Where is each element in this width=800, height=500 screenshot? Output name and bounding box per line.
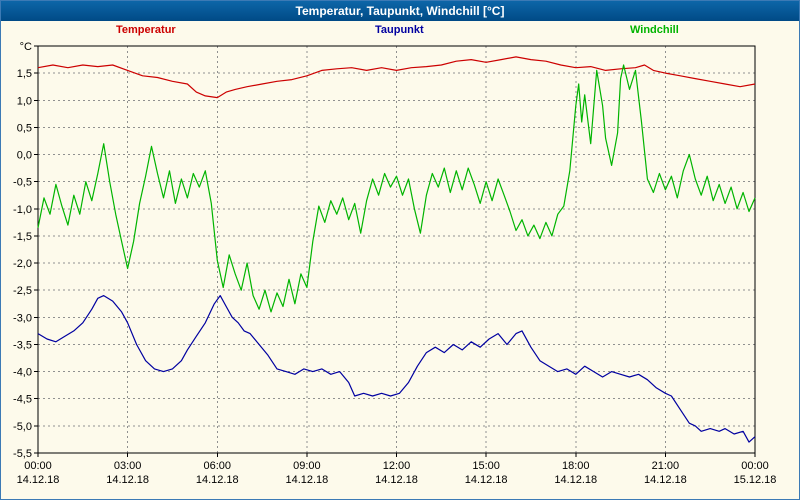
- x-tick-date-label: 14.12.18: [375, 474, 418, 486]
- x-tick-date-label: 14.12.18: [554, 474, 597, 486]
- x-tick-date-label: 14.12.18: [465, 474, 508, 486]
- window-title: Temperatur, Taupunkt, Windchill [°C]: [295, 4, 505, 18]
- y-tick-label: 1,5: [17, 68, 32, 80]
- x-tick-time-label: 00:00: [24, 460, 52, 472]
- y-tick-label: 0,0: [17, 150, 32, 162]
- x-tick-time-label: 18:00: [562, 460, 590, 472]
- x-tick-date-label: 14.12.18: [644, 474, 687, 486]
- y-tick-label: -4,5: [13, 394, 32, 406]
- x-tick-time-label: 15:00: [472, 460, 500, 472]
- x-tick-time-label: 00:00: [741, 460, 769, 472]
- x-tick-date-label: 14.12.18: [106, 474, 149, 486]
- title-bar: Temperatur, Taupunkt, Windchill [°C]: [1, 1, 799, 21]
- plot-area: [37, 45, 756, 454]
- chart: °C 1,5 1,0 0,5 0,0 -0,5 -1,0 -1,5 -2,0 -2,5 -3,0 -3…: [13, 41, 777, 486]
- y-tick-label: °C: [20, 41, 32, 53]
- y-tick-label: -2,0: [13, 258, 32, 270]
- y-tick-label: -3,0: [13, 312, 32, 324]
- y-tick-label: -3,5: [13, 339, 32, 351]
- x-tick-date-label: 14.12.18: [17, 474, 60, 486]
- x-tick-time-label: 12:00: [383, 460, 411, 472]
- y-tick-label: -5,0: [13, 421, 32, 433]
- x-tick-date-label: 14.12.18: [196, 474, 239, 486]
- series-taupunkt-line: [37, 295, 756, 443]
- y-tick-label: -4,0: [13, 367, 32, 379]
- legend-taupunkt: Taupunkt: [375, 24, 424, 36]
- legend-temperatur: Temperatur: [116, 24, 176, 36]
- x-tick-time-label: 06:00: [203, 460, 231, 472]
- y-tick-label: -0,5: [13, 177, 32, 189]
- x-tick-date-label: 15.12.18: [734, 474, 777, 486]
- legend-windchill: Windchill: [630, 24, 679, 36]
- y-tick-label: -2,5: [13, 285, 32, 297]
- y-tick-label: -1,5: [13, 231, 32, 243]
- y-tick-label: -5,5: [13, 448, 32, 460]
- y-tick-label: 1,0: [17, 95, 32, 107]
- x-tick-date-label: 14.12.18: [285, 474, 328, 486]
- x-tick-time-label: 21:00: [652, 460, 680, 472]
- series-temperatur-line: [37, 56, 756, 99]
- x-tick-time-label: 03:00: [114, 460, 142, 472]
- y-tick-label: 0,5: [17, 122, 32, 134]
- x-tick-time-label: 09:00: [293, 460, 321, 472]
- y-tick-label: -1,0: [13, 204, 32, 216]
- series-windchill-line: [37, 64, 756, 313]
